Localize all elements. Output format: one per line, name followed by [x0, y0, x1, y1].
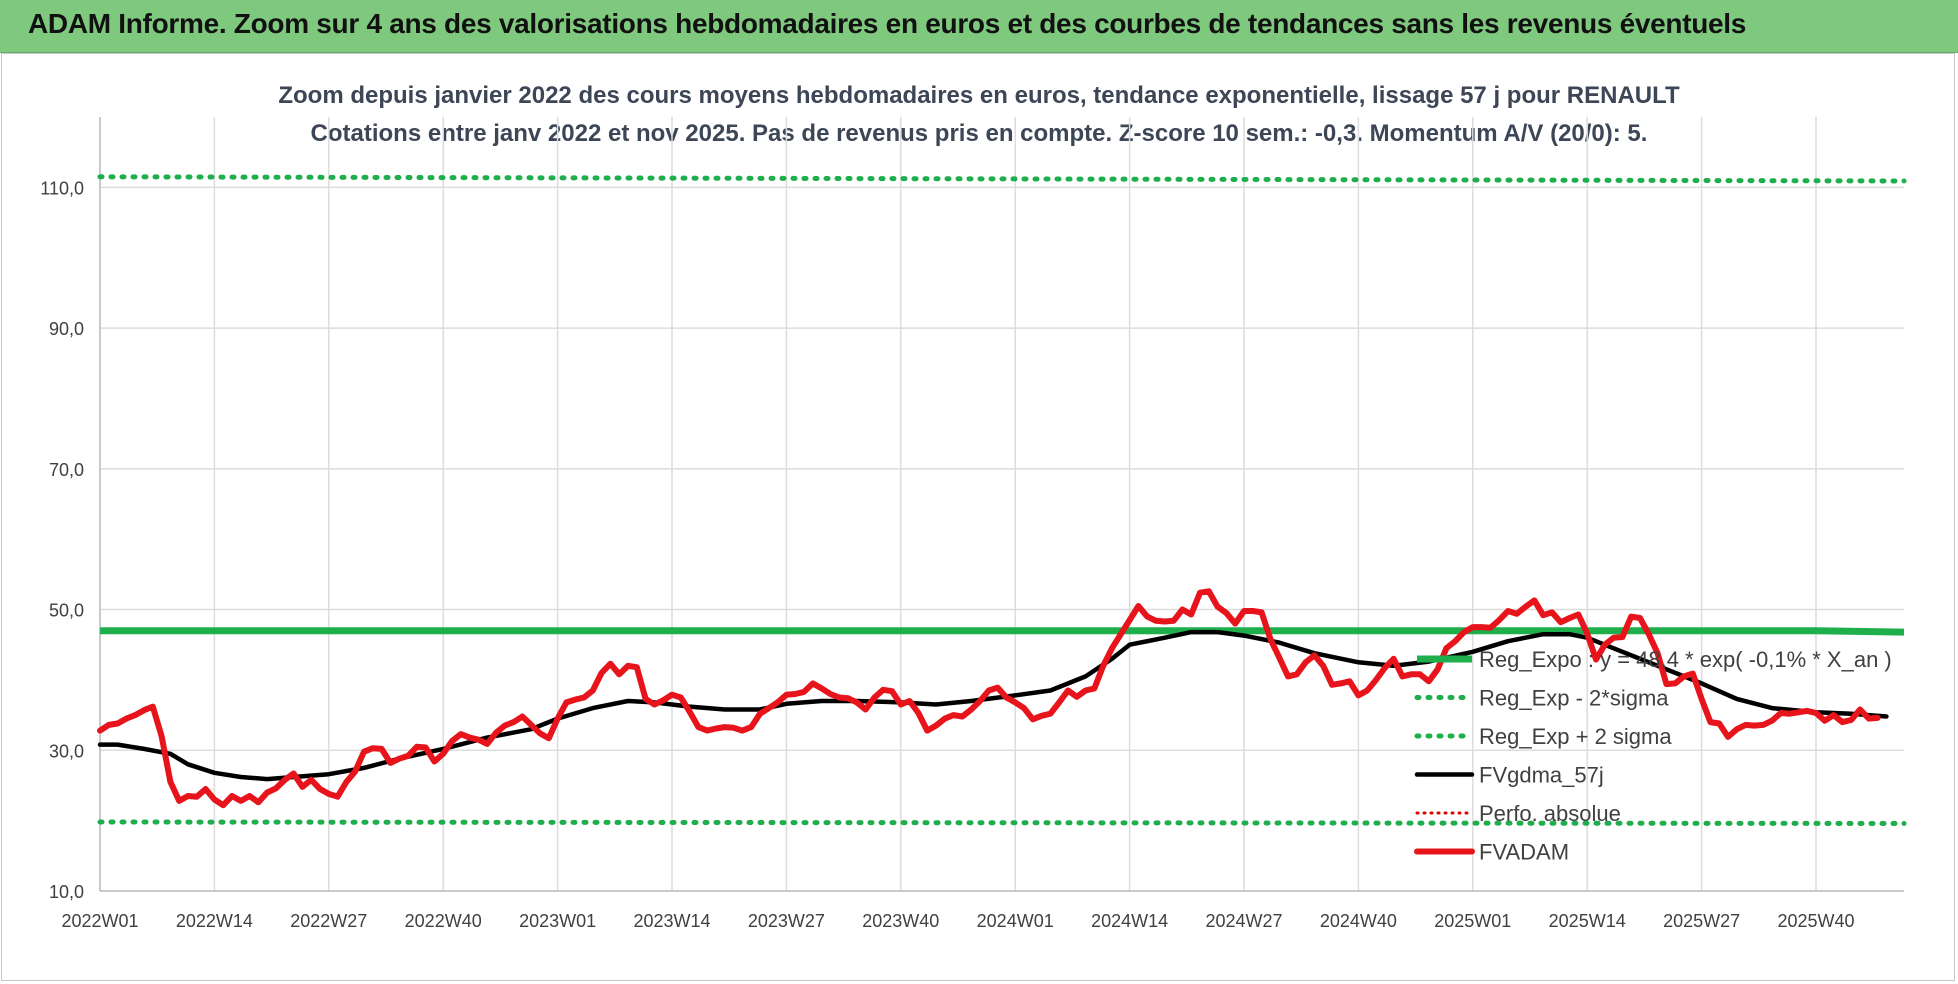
- series-layer: [97, 174, 1907, 826]
- header-banner: ADAM Informe. Zoom sur 4 ans des valoris…: [0, 0, 1958, 53]
- legend-label: Perfo. absolue: [1479, 801, 1621, 826]
- legend-label: Reg_Expo : y = 48,4 * exp( -0,1% * X_an …: [1479, 647, 1892, 672]
- chart-title: Zoom depuis janvier 2022 des cours moyen…: [278, 82, 1680, 109]
- x-tick-label: 2022W01: [61, 911, 138, 931]
- banner-title: ADAM Informe. Zoom sur 4 ans des valoris…: [28, 8, 1747, 39]
- x-tick-label: 2025W14: [1549, 911, 1626, 931]
- y-axis: 10,0 30,0 50,0 70,0 90,0 110,0: [40, 178, 84, 902]
- x-tick-label: 2025W40: [1777, 911, 1854, 931]
- gridlines: [99, 117, 1904, 892]
- y-tick-label: 110,0: [40, 178, 84, 198]
- y-tick-label: 30,0: [49, 741, 84, 761]
- series-fvgdma-57j: [97, 629, 1889, 782]
- legend-label: Reg_Exp + 2 sigma: [1479, 724, 1672, 749]
- chart-frame: [1, 53, 1955, 981]
- y-tick-label: 90,0: [49, 319, 84, 339]
- x-tick-label: 2023W27: [748, 911, 825, 931]
- series-reg-plus-2sigma: [97, 174, 1907, 184]
- x-tick-label: 2023W01: [519, 911, 596, 931]
- x-tick-label: 2023W14: [633, 911, 710, 931]
- x-tick-label: 2022W40: [405, 911, 482, 931]
- x-tick-label: 2023W40: [862, 911, 939, 931]
- x-axis: 2022W01 2022W14 2022W27 2022W40 2023W01 2023W…: [61, 911, 1854, 931]
- y-tick-label: 10,0: [49, 882, 84, 902]
- legend-label: FVgdma_57j: [1479, 763, 1604, 788]
- chart-subtitle: Cotations entre janv 2022 et nov 2025. P…: [311, 120, 1648, 147]
- x-tick-label: 2024W01: [977, 911, 1054, 931]
- legend: Reg_Expo : y = 48,4 * exp( -0,1% * X_an …: [1414, 647, 1892, 865]
- series-reg-minus-2sigma: [97, 819, 1907, 826]
- legend-label: FVADAM: [1479, 840, 1569, 865]
- y-tick-label: 50,0: [49, 601, 84, 621]
- x-tick-label: 2022W14: [176, 911, 253, 931]
- legend-label: Reg_Exp - 2*sigma: [1479, 686, 1669, 711]
- series-reg-expo: [100, 627, 1905, 636]
- x-tick-label: 2025W27: [1663, 911, 1740, 931]
- x-tick-label: 2024W27: [1205, 911, 1282, 931]
- x-tick-label: 2025W01: [1434, 911, 1511, 931]
- x-tick-label: 2022W27: [290, 911, 367, 931]
- x-tick-label: 2024W40: [1320, 911, 1397, 931]
- series-fvadam: [97, 588, 1881, 809]
- y-tick-label: 70,0: [49, 460, 84, 480]
- x-tick-label: 2024W14: [1091, 911, 1168, 931]
